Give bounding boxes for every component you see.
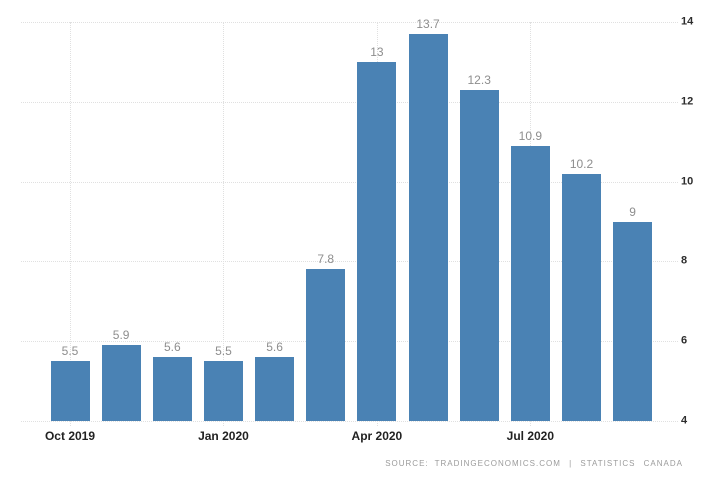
bar[interactable]	[613, 221, 653, 421]
y-axis-tick-label: 6	[681, 334, 688, 347]
horizontal-gridline	[21, 341, 678, 343]
x-axis-tick-label: Apr 2020	[351, 429, 403, 443]
y-axis-tick-label: 10	[681, 174, 694, 187]
bar[interactable]	[152, 357, 192, 421]
vertical-gridline	[70, 22, 71, 426]
bar-value-label: 5.6	[163, 340, 181, 355]
horizontal-gridline	[21, 261, 678, 263]
y-axis-tick-label: 4	[681, 414, 688, 427]
bar[interactable]	[357, 61, 397, 421]
bar-value-label: 5.6	[266, 340, 283, 355]
source-attribution: SOURCE: TRADINGECONOMICS.COM | STATISTICS…	[0, 459, 683, 468]
y-axis-tick-label: 12	[681, 95, 694, 108]
bar-value-label: 5.9	[112, 328, 130, 343]
x-axis-tick-label: Jul 2020	[506, 429, 555, 443]
x-axis-tick-label: Jan 2020	[198, 429, 249, 443]
bar[interactable]	[510, 145, 550, 421]
x-axis-tick-label: Oct 2019	[44, 429, 96, 443]
horizontal-gridline	[21, 101, 678, 103]
bar[interactable]	[306, 269, 346, 421]
bar[interactable]	[203, 361, 243, 421]
bar[interactable]	[408, 33, 448, 421]
bar-value-label: 7.8	[317, 252, 335, 267]
source-label: SOURCE:	[385, 459, 429, 468]
bar-value-label: 13	[370, 44, 384, 59]
horizontal-gridline	[21, 22, 678, 23]
y-axis-tick-label: 14	[681, 15, 694, 28]
y-axis-tick-label: 8	[681, 254, 688, 267]
source-text: TRADINGECONOMICS.COM | STATISTICS CANADA	[434, 459, 683, 468]
horizontal-gridline	[21, 421, 678, 422]
bar-value-label: 13.7	[416, 16, 440, 31]
bar-value-label: 10.9	[518, 128, 543, 143]
bar[interactable]	[255, 357, 295, 421]
bar-value-label: 12.3	[467, 72, 491, 87]
bar-value-label: 9	[629, 204, 636, 219]
bar[interactable]	[562, 173, 601, 421]
bar-value-label: 5.5	[61, 344, 79, 359]
bar[interactable]	[50, 361, 90, 421]
vertical-gridline	[223, 22, 225, 426]
bar-value-label: 5.5	[215, 344, 232, 359]
bar[interactable]	[101, 345, 141, 421]
bar[interactable]	[459, 89, 499, 421]
horizontal-gridline	[21, 181, 678, 183]
bar-value-label: 10.2	[569, 156, 594, 171]
